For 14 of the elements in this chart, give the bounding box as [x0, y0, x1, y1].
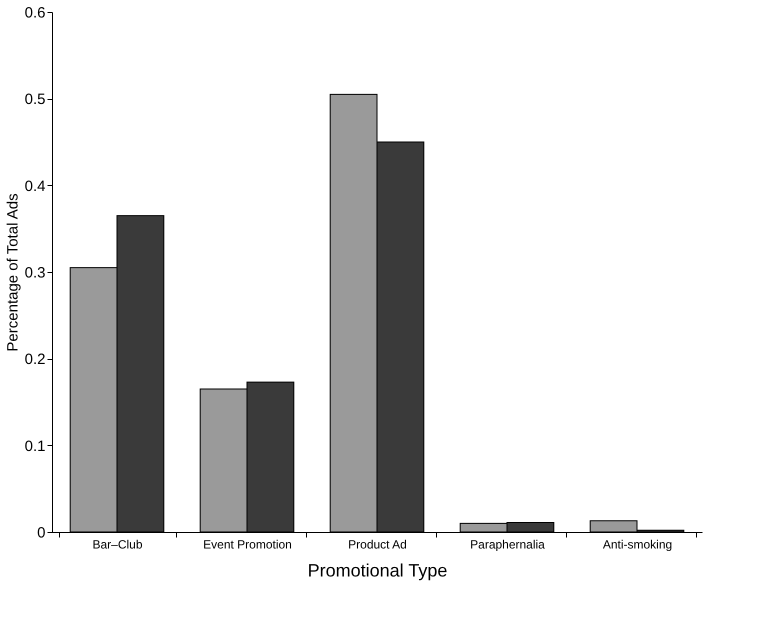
y-tick-label: 0.5	[24, 91, 46, 108]
x-tick-label: Anti-smoking	[602, 538, 672, 552]
y-tick-label: 0.3	[24, 264, 46, 282]
y-tick-label: 0.6	[24, 4, 46, 22]
x-tick-label: Product Ad	[348, 538, 407, 552]
y-tick-label: 0	[37, 524, 46, 542]
x-axis-title: Promotional Type	[308, 560, 448, 580]
y-tick-label: 0.1	[24, 438, 46, 455]
y-tick-label: 0.4	[24, 178, 46, 195]
x-tick-label: Event Promotion	[203, 538, 292, 552]
x-tick-label: Paraphernalia	[470, 538, 546, 552]
x-tick-label: Bar–Club	[92, 538, 143, 552]
y-tick-label: 0.2	[24, 351, 46, 368]
y-axis-title: Percentage of Total Ads	[4, 193, 22, 352]
